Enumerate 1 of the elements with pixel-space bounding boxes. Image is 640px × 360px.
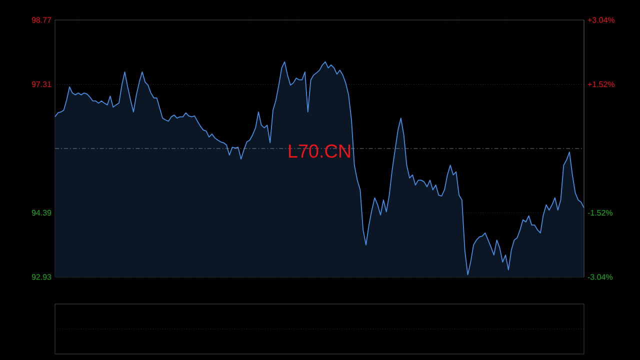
annotation: L70.CN xyxy=(288,144,350,158)
